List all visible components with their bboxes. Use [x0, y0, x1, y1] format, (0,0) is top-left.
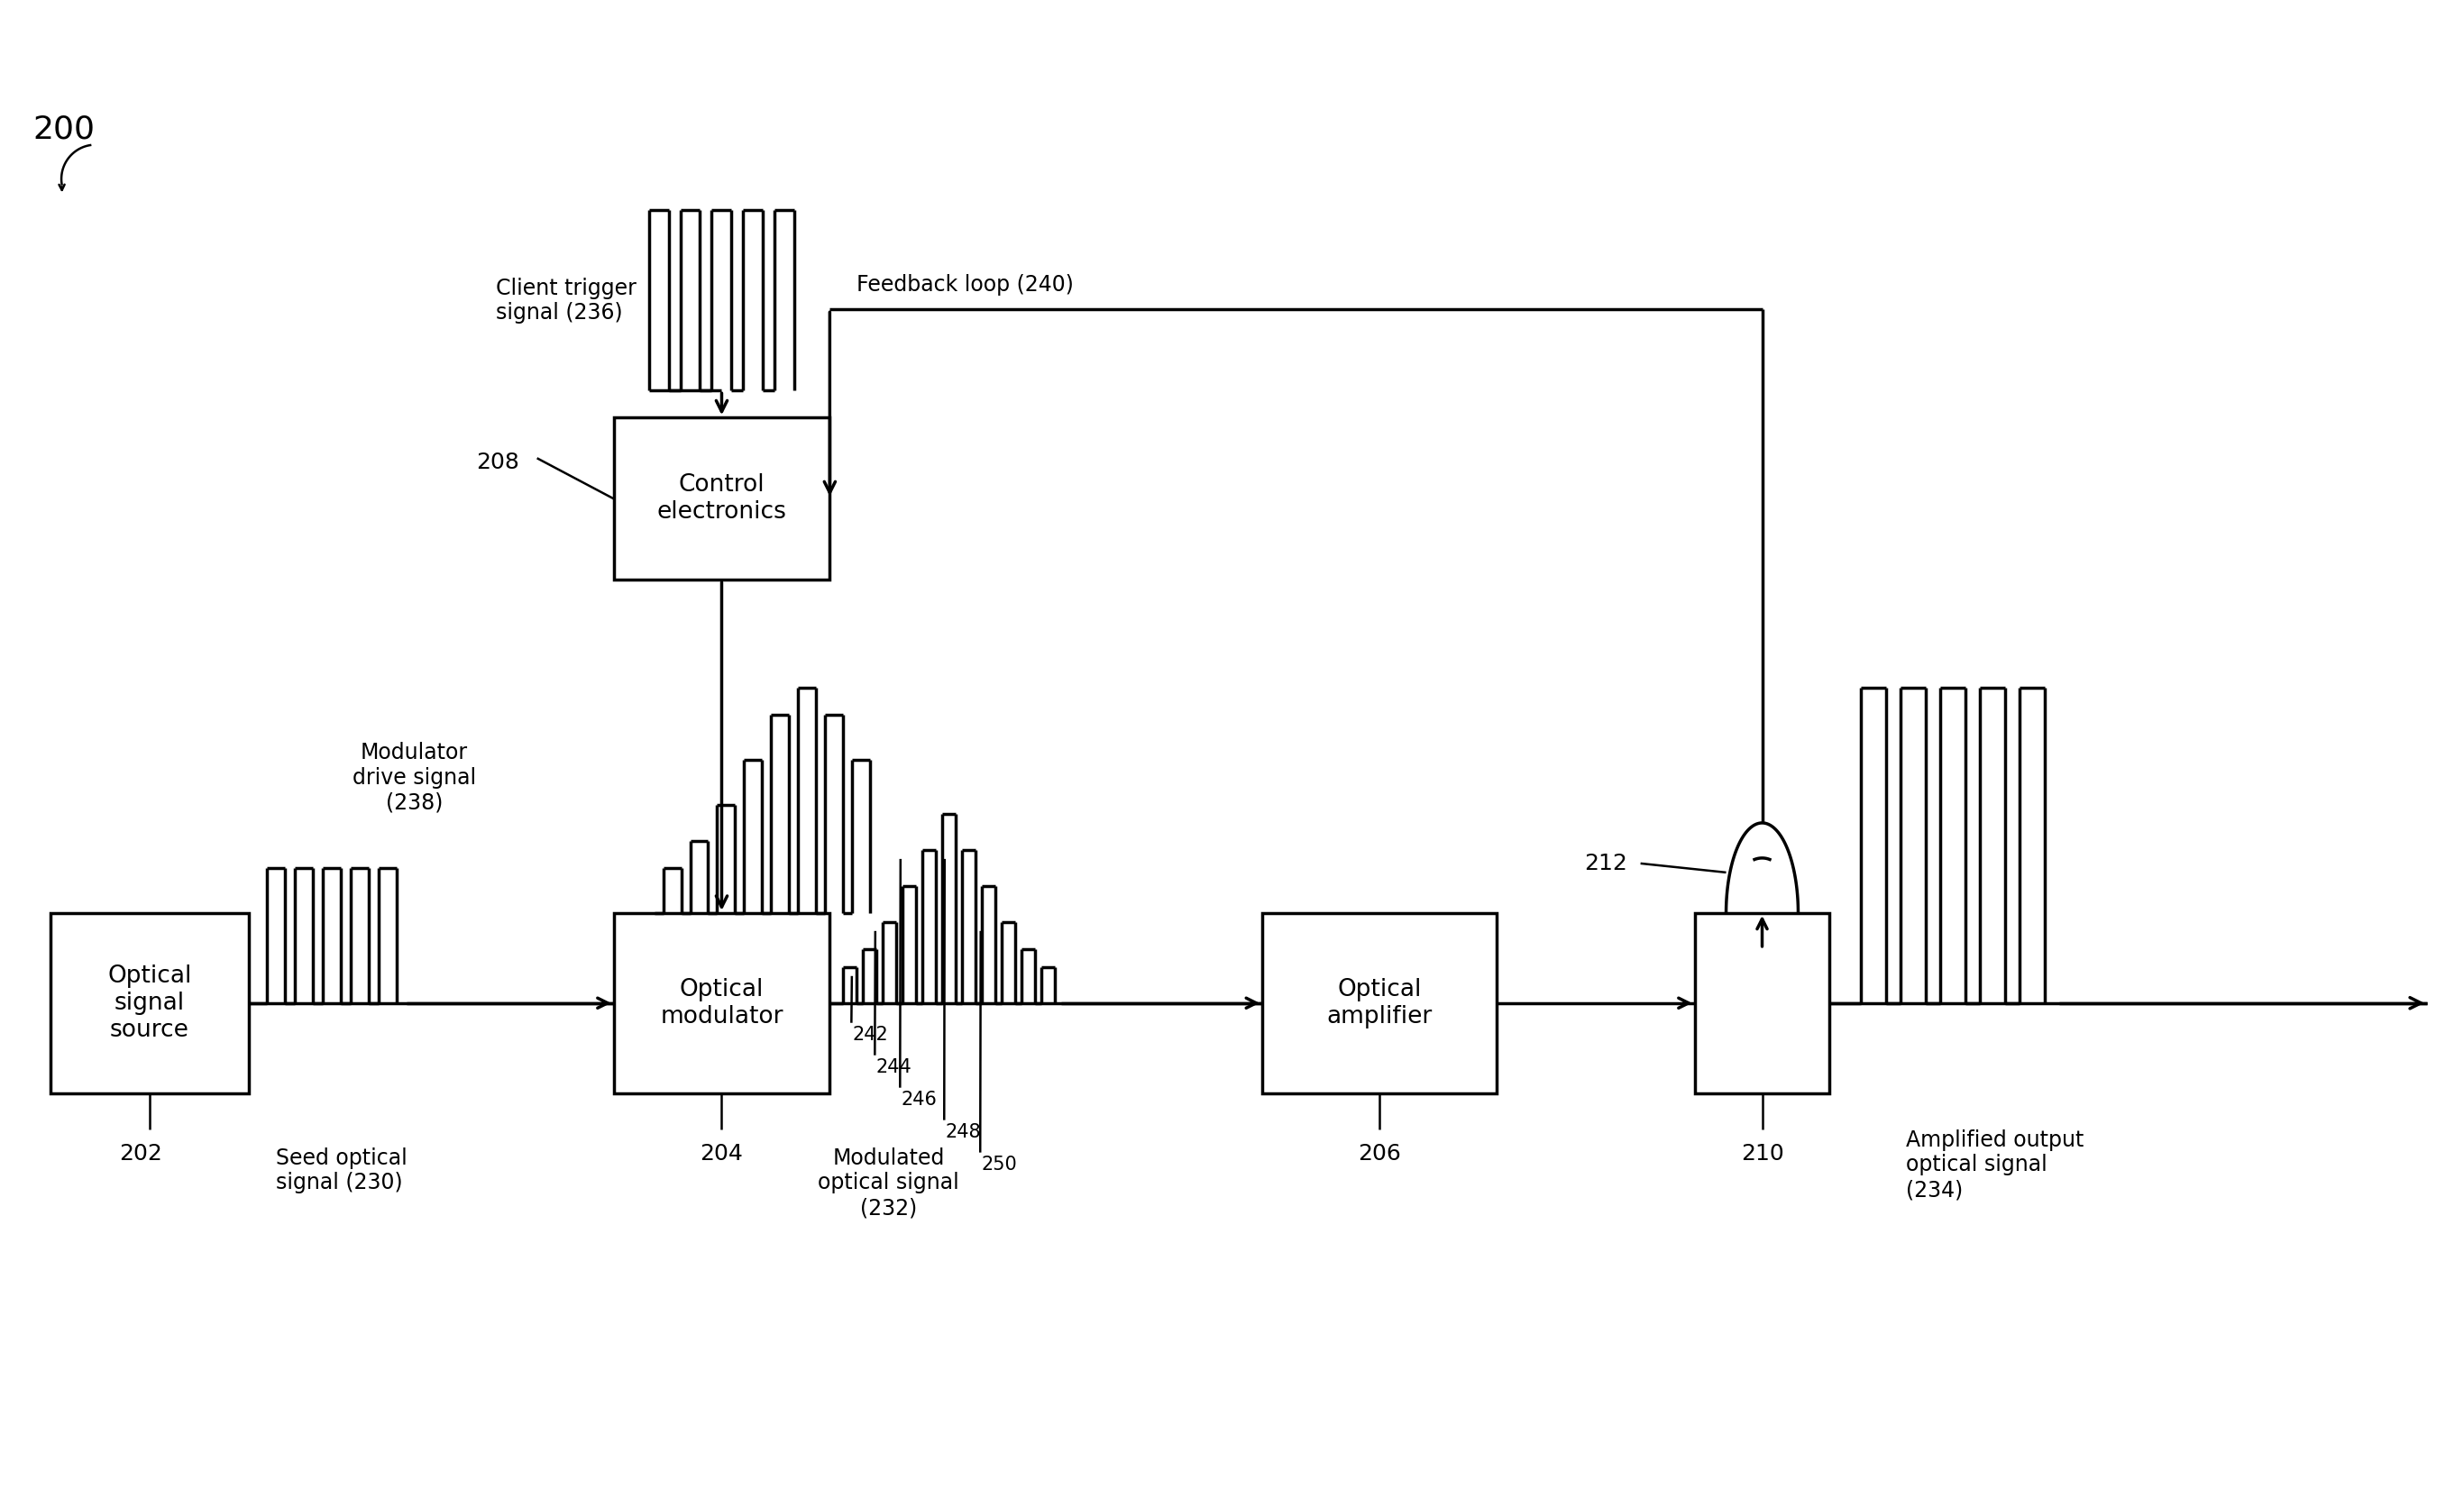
Text: 244: 244	[875, 1058, 912, 1076]
Text: Client trigger
signal (236): Client trigger signal (236)	[495, 277, 636, 324]
Text: 250: 250	[981, 1156, 1018, 1174]
Bar	[1262, 913, 1496, 1093]
Text: 248: 248	[946, 1123, 981, 1141]
Bar	[1695, 913, 1831, 1093]
Text: Control
electronics: Control electronics	[658, 474, 786, 525]
Text: 246: 246	[902, 1090, 936, 1108]
Bar	[614, 418, 830, 580]
Text: Optical
signal
source: Optical signal source	[108, 964, 192, 1042]
Bar	[52, 913, 249, 1093]
Text: Optical
modulator: Optical modulator	[660, 977, 784, 1028]
Text: Modulator
drive signal
(238): Modulator drive signal (238)	[352, 742, 476, 814]
Text: Optical
amplifier: Optical amplifier	[1326, 977, 1432, 1028]
Text: 242: 242	[853, 1025, 887, 1043]
Text: Seed optical
signal (230): Seed optical signal (230)	[276, 1147, 407, 1193]
Text: 212: 212	[1584, 853, 1626, 874]
Text: 210: 210	[1740, 1142, 1784, 1165]
Text: 208: 208	[476, 451, 520, 474]
Text: Amplified output
optical signal
(234): Amplified output optical signal (234)	[1907, 1129, 2085, 1201]
Text: 206: 206	[1358, 1142, 1402, 1165]
Bar	[614, 913, 830, 1093]
Text: Modulated
optical signal
(232): Modulated optical signal (232)	[818, 1147, 958, 1219]
Text: 202: 202	[118, 1142, 163, 1165]
Text: 200: 200	[32, 114, 94, 145]
Text: Feedback loop (240): Feedback loop (240)	[857, 274, 1074, 295]
Text: 204: 204	[700, 1142, 744, 1165]
